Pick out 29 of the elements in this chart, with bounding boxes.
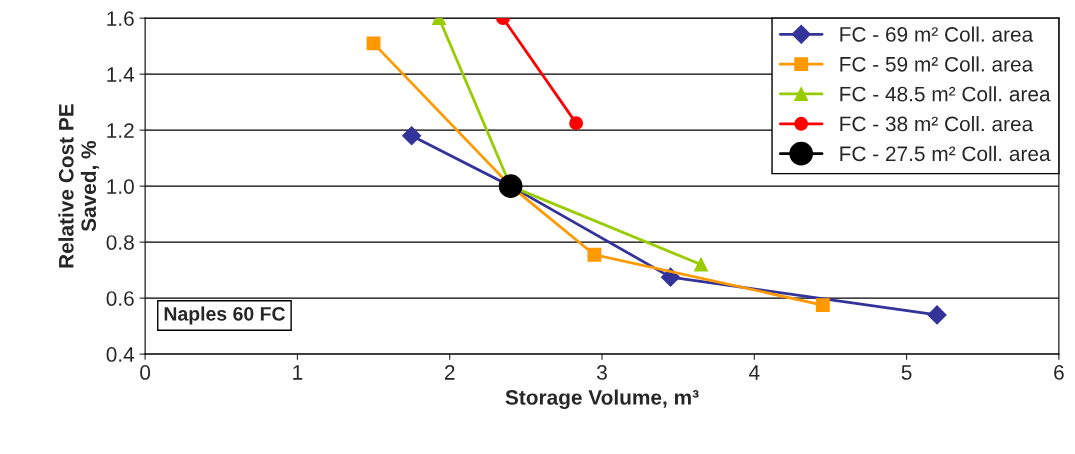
- x-tick-label: 2: [444, 365, 455, 380]
- point: [694, 257, 708, 272]
- x-tick-label: 1: [293, 365, 303, 380]
- x-axis-title: Storage Volume, m³: [505, 389, 699, 410]
- legend-label: FC - 69 m² Coll. area: [840, 26, 1034, 42]
- x-tick-label: 5: [901, 365, 912, 380]
- x-tick-label: 4: [748, 365, 760, 380]
- y-tick-label: 1.0: [107, 179, 134, 194]
- legend-label: FC - 48.5 m² Coll. area: [840, 86, 1051, 102]
- x-tick-label: 0: [140, 365, 151, 380]
- point: [402, 126, 422, 146]
- y-tick-label: 0.8: [106, 235, 134, 250]
- point: [587, 247, 602, 262]
- y-tick-label: 1.6: [107, 11, 134, 26]
- y-tick-label: 0.4: [106, 347, 135, 362]
- x-tick-label: 6: [1054, 365, 1064, 380]
- legend-label: FC - 59 m² Coll. area: [840, 56, 1034, 72]
- y-tick-label: 1.2: [107, 123, 134, 138]
- point: [927, 305, 947, 325]
- legend-label: FC - 27.5 m² Coll. area: [840, 145, 1051, 162]
- x-tick-label: 3: [597, 365, 607, 380]
- point: [569, 116, 584, 131]
- y-tick-label: 1.4: [107, 67, 135, 82]
- point: [815, 298, 830, 313]
- y-axis-title: Relative Cost PE Saved, %: [58, 104, 100, 268]
- legend-label: FC - 38 m² Coll. area: [840, 116, 1034, 132]
- y-tick-label: 0.6: [106, 291, 134, 306]
- annotation: Naples 60 FC: [164, 306, 285, 325]
- point: [366, 36, 381, 51]
